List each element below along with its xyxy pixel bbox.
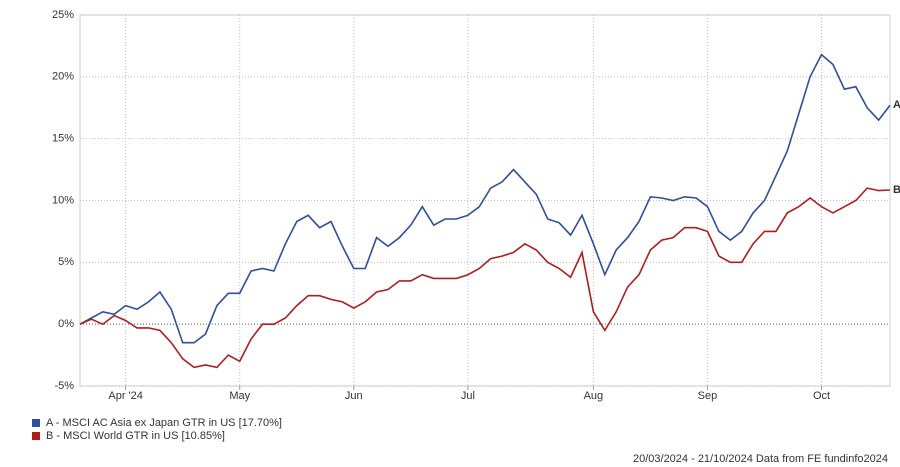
- x-tick-label: Oct: [813, 390, 830, 402]
- x-tick-label: Jun: [345, 390, 363, 402]
- y-tick-label: 5%: [58, 256, 74, 268]
- series-line: [79, 187, 891, 369]
- y-tick-label: 10%: [52, 194, 74, 206]
- end-label: A: [893, 99, 900, 111]
- y-tick-label: -5%: [54, 380, 74, 392]
- y-tick-label: 25%: [52, 9, 74, 21]
- legend-swatch: [32, 419, 40, 427]
- series-line: [79, 53, 891, 344]
- x-tick-label: Aug: [584, 390, 604, 402]
- x-tick-label: May: [229, 390, 250, 402]
- source-note: 20/03/2024 - 21/10/2024 Data from FE fun…: [633, 453, 888, 465]
- legend-label: B - MSCI World GTR in US [10.85%]: [46, 430, 225, 442]
- x-tick-label: Jul: [461, 390, 475, 402]
- y-tick-label: 0%: [58, 318, 74, 330]
- end-label: B: [893, 184, 900, 196]
- x-tick-label: Apr '24: [108, 390, 143, 402]
- y-tick-label: 20%: [52, 71, 74, 83]
- legend-swatch: [32, 432, 40, 440]
- x-tick-label: Sep: [698, 390, 718, 402]
- legend-label: A - MSCI AC Asia ex Japan GTR in US [17.…: [46, 417, 282, 429]
- y-tick-label: 15%: [52, 133, 74, 145]
